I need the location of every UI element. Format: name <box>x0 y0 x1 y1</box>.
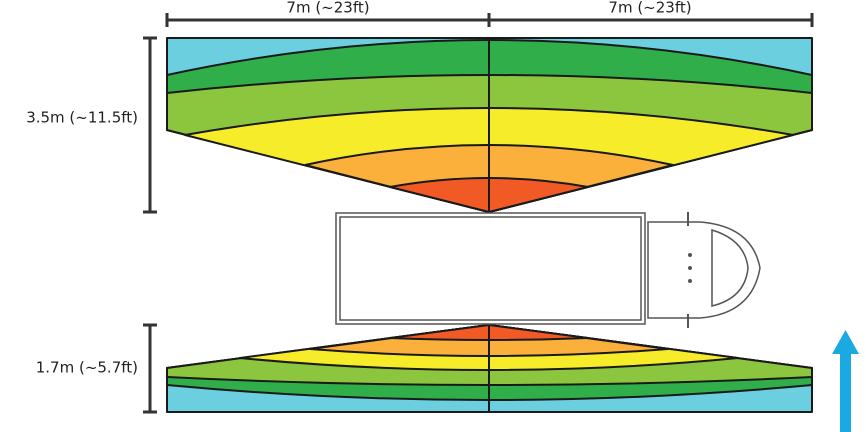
depth-label: 1.7m (~5.7ft) <box>36 359 138 377</box>
width-label: 7m (~23ft) <box>286 0 369 17</box>
direction-arrow <box>832 330 859 432</box>
depth-label: 3.5m (~11.5ft) <box>26 109 138 127</box>
width-label: 7m (~23ft) <box>608 0 691 17</box>
truck <box>335 212 761 328</box>
lower-detection-zone <box>166 324 813 413</box>
upper-detection-zone <box>166 37 813 213</box>
depth-dimension: 3.5m (~11.5ft) 1.7m (~5.7ft) <box>26 36 157 414</box>
width-dimension: 7m (~23ft) 7m (~23ft) <box>165 0 814 27</box>
